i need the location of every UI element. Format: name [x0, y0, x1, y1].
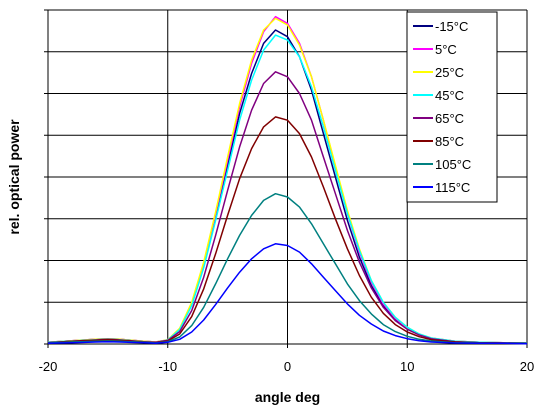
legend-label: 105°C — [435, 157, 471, 172]
legend-label: 115°C — [435, 180, 470, 195]
x-tick-label: 0 — [284, 359, 291, 374]
legend-label: 45°C — [435, 88, 464, 103]
legend: -15°C 5°C 25°C 45°C 65°C 85°C 105°C 115°C — [406, 11, 498, 203]
y-axis-title: rel. optical power — [6, 119, 22, 235]
x-tick-label: 20 — [520, 359, 534, 374]
x-tick-label: -20 — [39, 359, 58, 374]
x-tick-label: 10 — [400, 359, 414, 374]
x-axis-ticks: -20 -10 0 10 20 — [39, 359, 535, 374]
legend-label: 25°C — [435, 65, 464, 80]
legend-label: 65°C — [435, 111, 464, 126]
series-lines — [47, 15, 528, 345]
x-axis-title: angle deg — [255, 389, 320, 405]
legend-label: 5°C — [435, 42, 457, 57]
legend-box — [406, 11, 498, 203]
x-tick-label: -10 — [158, 359, 177, 374]
legend-label: 85°C — [435, 134, 464, 149]
series-line — [47, 243, 528, 345]
legend-label: -15°C — [435, 19, 468, 34]
